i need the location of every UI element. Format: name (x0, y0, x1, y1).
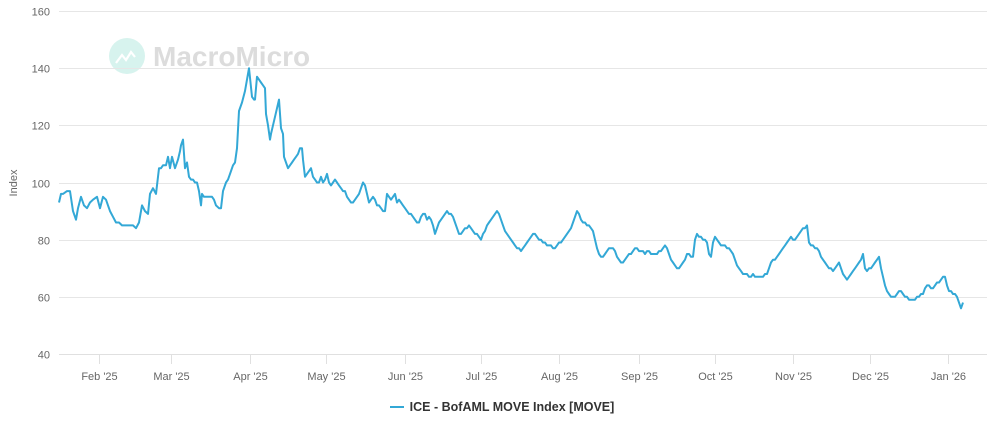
legend-item-move[interactable]: ICE - BofAML MOVE Index [MOVE] (389, 400, 615, 414)
macromicro-logo-icon (109, 38, 145, 74)
watermark-text: MacroMicro (153, 41, 310, 72)
x-tick-label: Feb '25 (81, 371, 117, 383)
gridlines (59, 11, 987, 298)
x-tick-label: Oct '25 (698, 371, 733, 383)
x-tick-label: Aug '25 (541, 371, 578, 383)
y-tick-label: 80 (38, 236, 50, 248)
move-index-line[interactable] (58, 67, 964, 310)
x-tick-label: Dec '25 (852, 371, 889, 383)
x-tick-label: May '25 (307, 371, 345, 383)
watermark: MacroMicro (109, 38, 310, 74)
x-tick-label: Nov '25 (775, 371, 812, 383)
x-tick-label: Jun '25 (388, 371, 423, 383)
x-tick-label: Jul '25 (466, 371, 497, 383)
x-tick-label: Sep '25 (621, 371, 658, 383)
y-tick-label: 40 (38, 350, 50, 362)
x-tick-label: Jan '26 (931, 371, 966, 383)
x-tick-label: Mar '25 (153, 371, 189, 383)
y-tick-label: 160 (32, 7, 50, 19)
legend-swatch-icon (389, 405, 404, 408)
x-tick-label: Apr '25 (233, 371, 268, 383)
y-tick-label: 140 (32, 64, 50, 76)
legend-label: ICE - BofAML MOVE Index [MOVE] (409, 400, 615, 414)
y-tick-label: 100 (32, 179, 50, 191)
x-axis-ticks: Feb '25 Mar '25 Apr '25 May '25 Jun '25 Jul '… (81, 354, 966, 383)
legend: ICE - BofAML MOVE Index [MOVE] (0, 400, 1004, 414)
y-axis-label: Index (8, 169, 20, 196)
y-axis-ticks: 40 60 80 100 120 140 160 (32, 7, 50, 362)
y-tick-label: 60 (38, 293, 50, 305)
y-tick-label: 120 (32, 121, 50, 133)
logo-glyph (115, 50, 136, 64)
